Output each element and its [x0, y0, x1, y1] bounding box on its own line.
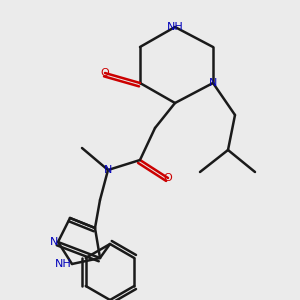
Text: NH: NH: [55, 259, 72, 269]
Text: NH: NH: [167, 22, 183, 32]
Text: N: N: [50, 237, 58, 247]
Text: N: N: [209, 78, 217, 88]
Text: N: N: [104, 165, 112, 175]
Text: O: O: [164, 173, 172, 183]
Text: O: O: [100, 68, 109, 78]
